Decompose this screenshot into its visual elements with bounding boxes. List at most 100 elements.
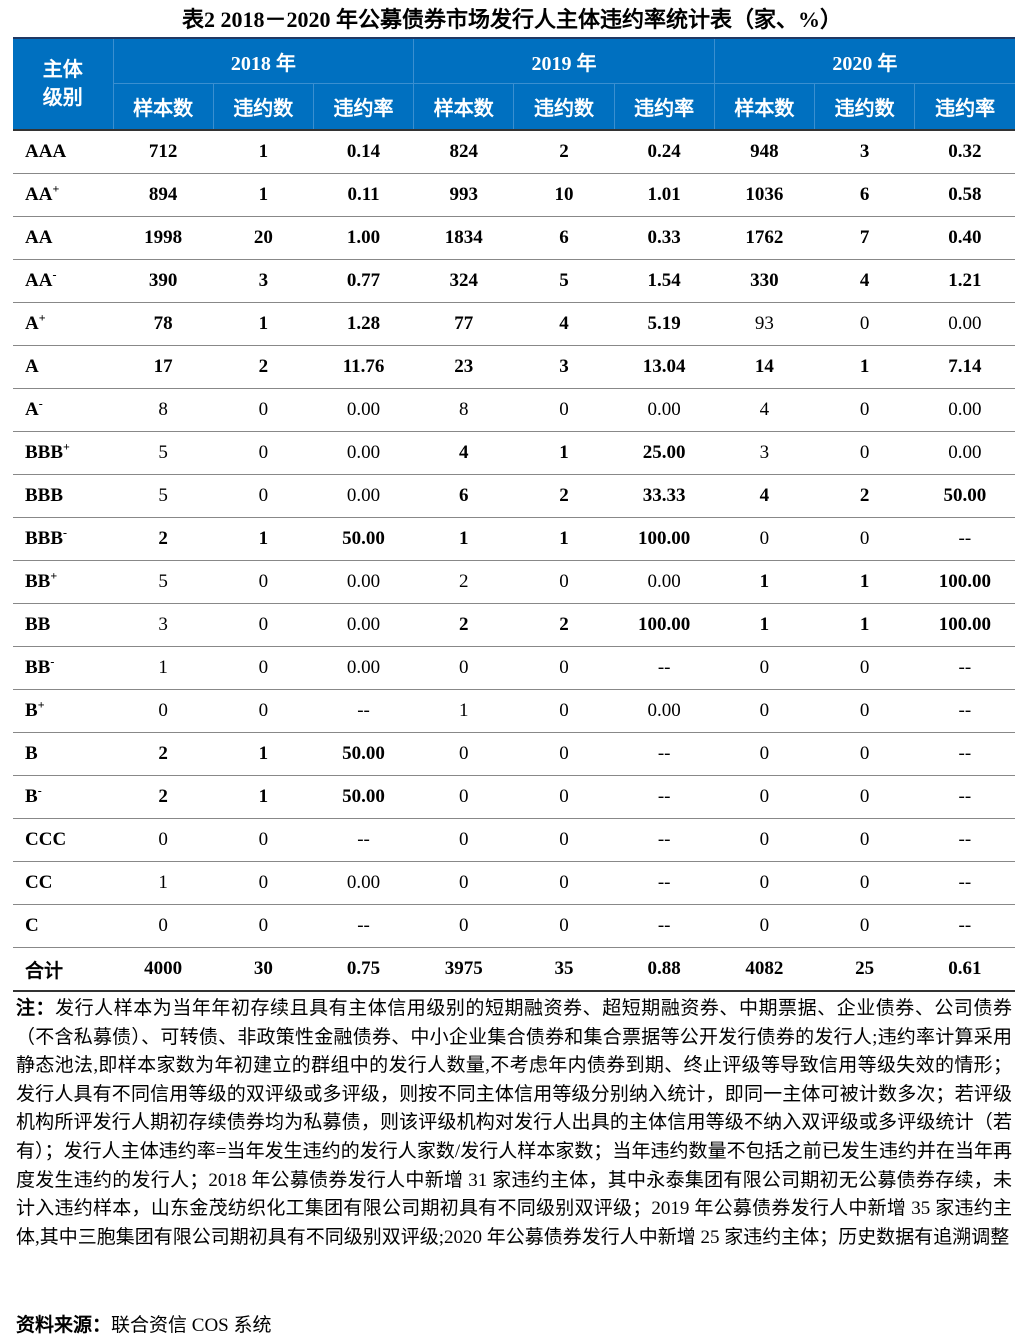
grade-cell: C [13, 904, 114, 948]
value-cell: 0.00 [914, 431, 1015, 475]
value-cell: 0 [513, 818, 615, 862]
value-cell: 1 [213, 775, 314, 819]
value-cell: 6 [513, 216, 615, 260]
grade-modifier: - [52, 267, 57, 282]
value-cell: 0 [814, 775, 915, 819]
value-cell: -- [614, 775, 715, 819]
total-cell: 4082 [714, 947, 815, 992]
table-row: BB+ 5 0 0.00 2 0 0.00 1 1 100.00 [13, 560, 1015, 604]
value-cell: 0 [714, 904, 815, 948]
value-cell: 0 [413, 732, 514, 776]
value-cell: 2 [213, 345, 314, 389]
value-cell: 0 [413, 904, 514, 948]
value-cell: 2 [113, 775, 214, 819]
value-cell: 0 [814, 517, 915, 561]
value-cell: 1 [814, 560, 915, 604]
value-cell: 14 [714, 345, 815, 389]
grade-label: CCC [25, 829, 67, 850]
value-cell: 0 [814, 904, 915, 948]
table-row: B- 2 1 50.00 0 0 -- 0 0 -- [13, 775, 1015, 819]
table-row: BBB+ 5 0 0.00 4 1 25.00 3 0 0.00 [13, 431, 1015, 475]
grade-cell: B- [13, 775, 114, 819]
table-row: A 17 2 11.76 23 3 13.04 14 1 7.14 [13, 345, 1015, 389]
value-cell: 1.21 [914, 259, 1015, 303]
value-cell: 0 [213, 560, 314, 604]
total-cell: 35 [513, 947, 615, 992]
total-cell: 25 [814, 947, 915, 992]
value-cell: 948 [714, 130, 815, 174]
value-cell: 0.77 [313, 259, 414, 303]
value-cell: 0 [513, 732, 615, 776]
total-cell: 0.75 [313, 947, 414, 992]
value-cell: -- [313, 904, 414, 948]
column-header: 样本数 [413, 83, 514, 130]
value-cell: 0 [513, 689, 615, 733]
value-cell: -- [313, 818, 414, 862]
value-cell: 50.00 [313, 732, 414, 776]
value-cell: 25.00 [614, 431, 715, 475]
grade-cell: A+ [13, 302, 114, 346]
value-cell: 0 [714, 775, 815, 819]
value-cell: 77 [413, 302, 514, 346]
grade-label: A [25, 399, 39, 420]
value-cell: 824 [413, 130, 514, 174]
value-cell: 324 [413, 259, 514, 303]
grade-cell: AA+ [13, 173, 114, 217]
value-cell: 712 [113, 130, 214, 174]
grade-label: C [25, 915, 39, 936]
value-cell: 0 [413, 818, 514, 862]
column-header: 违约数 [513, 83, 615, 130]
value-cell: 0 [213, 603, 314, 647]
value-cell: 0 [714, 646, 815, 690]
value-cell: 93 [714, 302, 815, 346]
value-cell: 0.00 [313, 560, 414, 604]
value-cell: 0 [814, 818, 915, 862]
value-cell: 2 [113, 732, 214, 776]
value-cell: 0 [814, 646, 915, 690]
grade-label: B [25, 743, 38, 764]
grade-modifier: - [63, 525, 68, 540]
source-label: 资料来源： [16, 1315, 112, 1336]
value-cell: 6 [413, 474, 514, 518]
column-header: 违约数 [212, 83, 314, 130]
value-cell: 0.14 [313, 130, 414, 174]
value-cell: 0 [814, 689, 915, 733]
column-header: 违约率 [312, 83, 414, 130]
value-cell: 0 [513, 560, 615, 604]
value-cell: 0.00 [614, 560, 715, 604]
value-cell: 3 [213, 259, 314, 303]
grade-cell: B+ [13, 689, 114, 733]
table-row: BBB 5 0 0.00 6 2 33.33 4 2 50.00 [13, 474, 1015, 518]
value-cell: 2 [113, 517, 214, 561]
table-row: C 0 0 -- 0 0 -- 0 0 -- [13, 904, 1015, 948]
value-cell: 1834 [413, 216, 514, 260]
column-header: 违约率 [914, 83, 1015, 130]
value-cell: 5 [513, 259, 615, 303]
value-cell: 2 [513, 474, 615, 518]
grade-label: B [25, 700, 38, 721]
grade-modifier: - [37, 783, 42, 798]
value-cell: -- [614, 861, 715, 905]
value-cell: 0 [213, 388, 314, 432]
value-cell: 1 [513, 431, 615, 475]
value-cell: 100.00 [614, 517, 715, 561]
table-note: 注：发行人样本为当年年初存续且具有主体信用级别的短期融资券、超短期融资券、中期票… [16, 995, 1012, 1252]
note-label: 注： [16, 998, 56, 1019]
value-cell: 100.00 [914, 603, 1015, 647]
grade-modifier: + [50, 568, 58, 583]
value-cell: 5 [113, 560, 214, 604]
value-cell: 1.01 [614, 173, 715, 217]
grade-modifier: - [38, 396, 43, 411]
table-row: B+ 0 0 -- 1 0 0.00 0 0 -- [13, 689, 1015, 733]
value-cell: 5.19 [614, 302, 715, 346]
grade-label: AA [25, 184, 53, 205]
value-cell: -- [914, 861, 1015, 905]
value-cell: -- [614, 904, 715, 948]
default-rate-table: 主体级别 2018 年 2019 年 2020 年 样本数 违约数 违约率 样本数 违约… [13, 37, 1015, 992]
value-cell: 1762 [714, 216, 815, 260]
value-cell: 0 [814, 861, 915, 905]
value-cell: 23 [413, 345, 514, 389]
value-cell: 0 [714, 517, 815, 561]
value-cell: 20 [213, 216, 314, 260]
value-cell: 100.00 [914, 560, 1015, 604]
